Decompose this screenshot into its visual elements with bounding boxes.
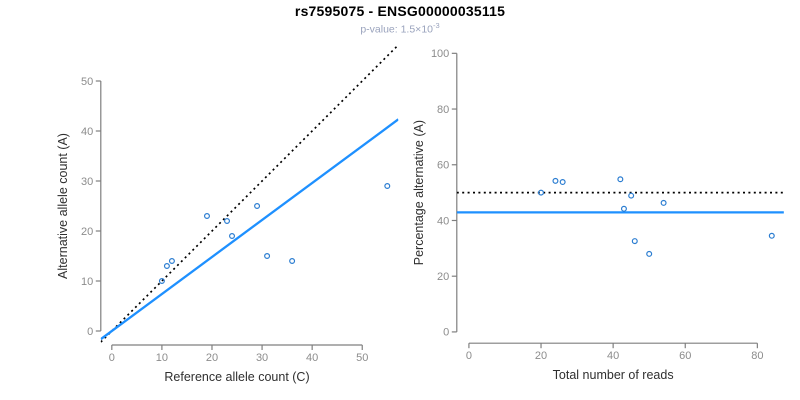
data-point <box>620 205 627 212</box>
data-point <box>646 250 653 257</box>
data-points <box>538 176 775 257</box>
data-points <box>158 183 391 285</box>
y-tick-label: 30 <box>81 176 93 188</box>
data-point <box>617 176 624 183</box>
y-tick-label: 0 <box>87 326 93 338</box>
identity-line <box>100 45 399 343</box>
data-point <box>559 179 566 186</box>
x-tick-label: 80 <box>751 350 763 362</box>
data-point <box>229 233 236 240</box>
plot-title: rs7595075 - ENSG00000035115 <box>294 3 506 19</box>
y-tick-label: 50 <box>81 76 93 88</box>
pvalue-text: p-value: 1.5×10 <box>360 23 433 36</box>
data-point <box>254 203 261 210</box>
x-tick-label: 20 <box>535 350 547 362</box>
data-point <box>224 218 231 225</box>
y-tick-label: 10 <box>81 276 93 288</box>
data-point <box>203 213 210 220</box>
x-tick-label: 60 <box>679 350 691 362</box>
regression-line <box>100 118 399 341</box>
x-axis-title: Reference allele count (C) <box>164 370 309 384</box>
data-point <box>384 183 391 190</box>
x-tick-label: 30 <box>256 352 268 364</box>
data-point <box>631 238 638 245</box>
x-axis-title: Total number of reads <box>553 368 674 382</box>
allele-counts-panel: 0 10 20 30 40 50 0 10 20 30 40 50 Reference allele c… <box>56 45 399 384</box>
y-tick-label: 100 <box>431 48 449 60</box>
x-tick-label: 50 <box>356 352 368 364</box>
data-point <box>168 258 175 265</box>
y-tick-label: 40 <box>437 215 449 227</box>
y-tick-label: 0 <box>443 327 449 339</box>
percentage-panel: 0 20 40 60 80 0 20 40 60 80 100 Total number of rea… <box>412 48 784 382</box>
plot-subtitle: p-value: 1.5×10-3 <box>0 21 800 36</box>
x-tick-label: 0 <box>109 352 115 364</box>
data-point <box>158 278 165 285</box>
data-point <box>538 189 545 196</box>
data-point <box>289 258 296 265</box>
x-tick-label: 40 <box>607 350 619 362</box>
pvalue-exponent: -3 <box>433 21 440 30</box>
data-point <box>660 199 667 206</box>
y-tick-label: 60 <box>437 160 449 172</box>
data-point <box>552 177 559 184</box>
data-point <box>628 192 635 199</box>
y-tick-label: 20 <box>81 226 93 238</box>
data-point <box>768 232 775 239</box>
y-axis-title: Percentage alternative (A) <box>412 120 426 265</box>
x-tick-label: 0 <box>466 350 472 362</box>
x-tick-label: 20 <box>206 352 218 364</box>
data-point <box>163 263 170 270</box>
y-tick-label: 40 <box>81 126 93 138</box>
y-tick-label: 20 <box>437 271 449 283</box>
y-axis-title: Alternative allele count (A) <box>56 133 70 279</box>
x-tick-label: 40 <box>306 352 318 364</box>
data-point <box>264 253 271 260</box>
x-tick-label: 10 <box>156 352 168 364</box>
y-tick-label: 80 <box>437 104 449 116</box>
